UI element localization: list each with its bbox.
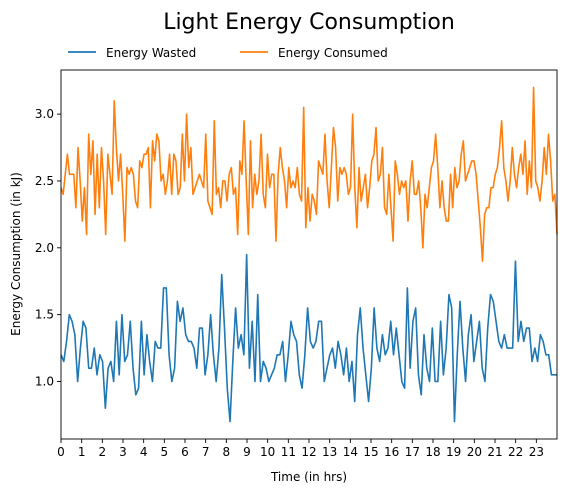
x-tick-label: 20: [467, 445, 482, 459]
x-tick-label: 15: [363, 445, 378, 459]
x-tick-label: 9: [243, 445, 251, 459]
y-tick-label: 3.0: [35, 107, 54, 121]
x-tick-label: 8: [223, 445, 231, 459]
x-axis: 0 1 2 3 4 5 6 7 8 9 10 11 12 13 14 15 16 17 18 19 20 21 22 23: [57, 439, 544, 459]
y-tick-label: 2.5: [35, 174, 54, 188]
y-axis: 1.0 1.5 2.0 2.5 3.0: [35, 107, 61, 389]
x-tick-label: 10: [260, 445, 275, 459]
x-tick-label: 23: [529, 445, 544, 459]
x-tick-label: 17: [405, 445, 420, 459]
y-tick-label: 1.5: [35, 308, 54, 322]
x-tick-label: 3: [119, 445, 127, 459]
legend-label-energy-wasted: Energy Wasted: [106, 46, 196, 60]
x-tick-label: 11: [281, 445, 296, 459]
series-line-energy-wasted: [60, 253, 557, 423]
x-tick-label: 5: [161, 445, 169, 459]
x-tick-label: 4: [140, 445, 148, 459]
legend: Energy Wasted Energy Consumed: [68, 46, 388, 60]
x-tick-label: 16: [384, 445, 399, 459]
x-tick-label: 0: [57, 445, 65, 459]
series-line-energy-consumed: [60, 86, 558, 262]
y-axis-title: Energy Consumption (in kJ): [9, 172, 23, 336]
x-tick-label: 18: [425, 445, 440, 459]
x-tick-label: 19: [446, 445, 461, 459]
chart-title: Light Energy Consumption: [163, 10, 455, 35]
x-tick-label: 13: [322, 445, 337, 459]
x-tick-label: 7: [202, 445, 210, 459]
x-tick-label: 6: [181, 445, 189, 459]
x-tick-label: 14: [343, 445, 358, 459]
x-axis-title: Time (in hrs): [270, 470, 347, 484]
x-tick-label: 21: [487, 445, 502, 459]
y-tick-label: 2.0: [35, 241, 54, 255]
x-tick-label: 1: [78, 445, 86, 459]
x-tick-label: 22: [508, 445, 523, 459]
x-tick-label: 2: [99, 445, 107, 459]
legend-label-energy-consumed: Energy Consumed: [278, 46, 388, 60]
x-tick-label: 12: [301, 445, 316, 459]
y-tick-label: 1.0: [35, 375, 54, 389]
plot-area: [60, 86, 558, 423]
